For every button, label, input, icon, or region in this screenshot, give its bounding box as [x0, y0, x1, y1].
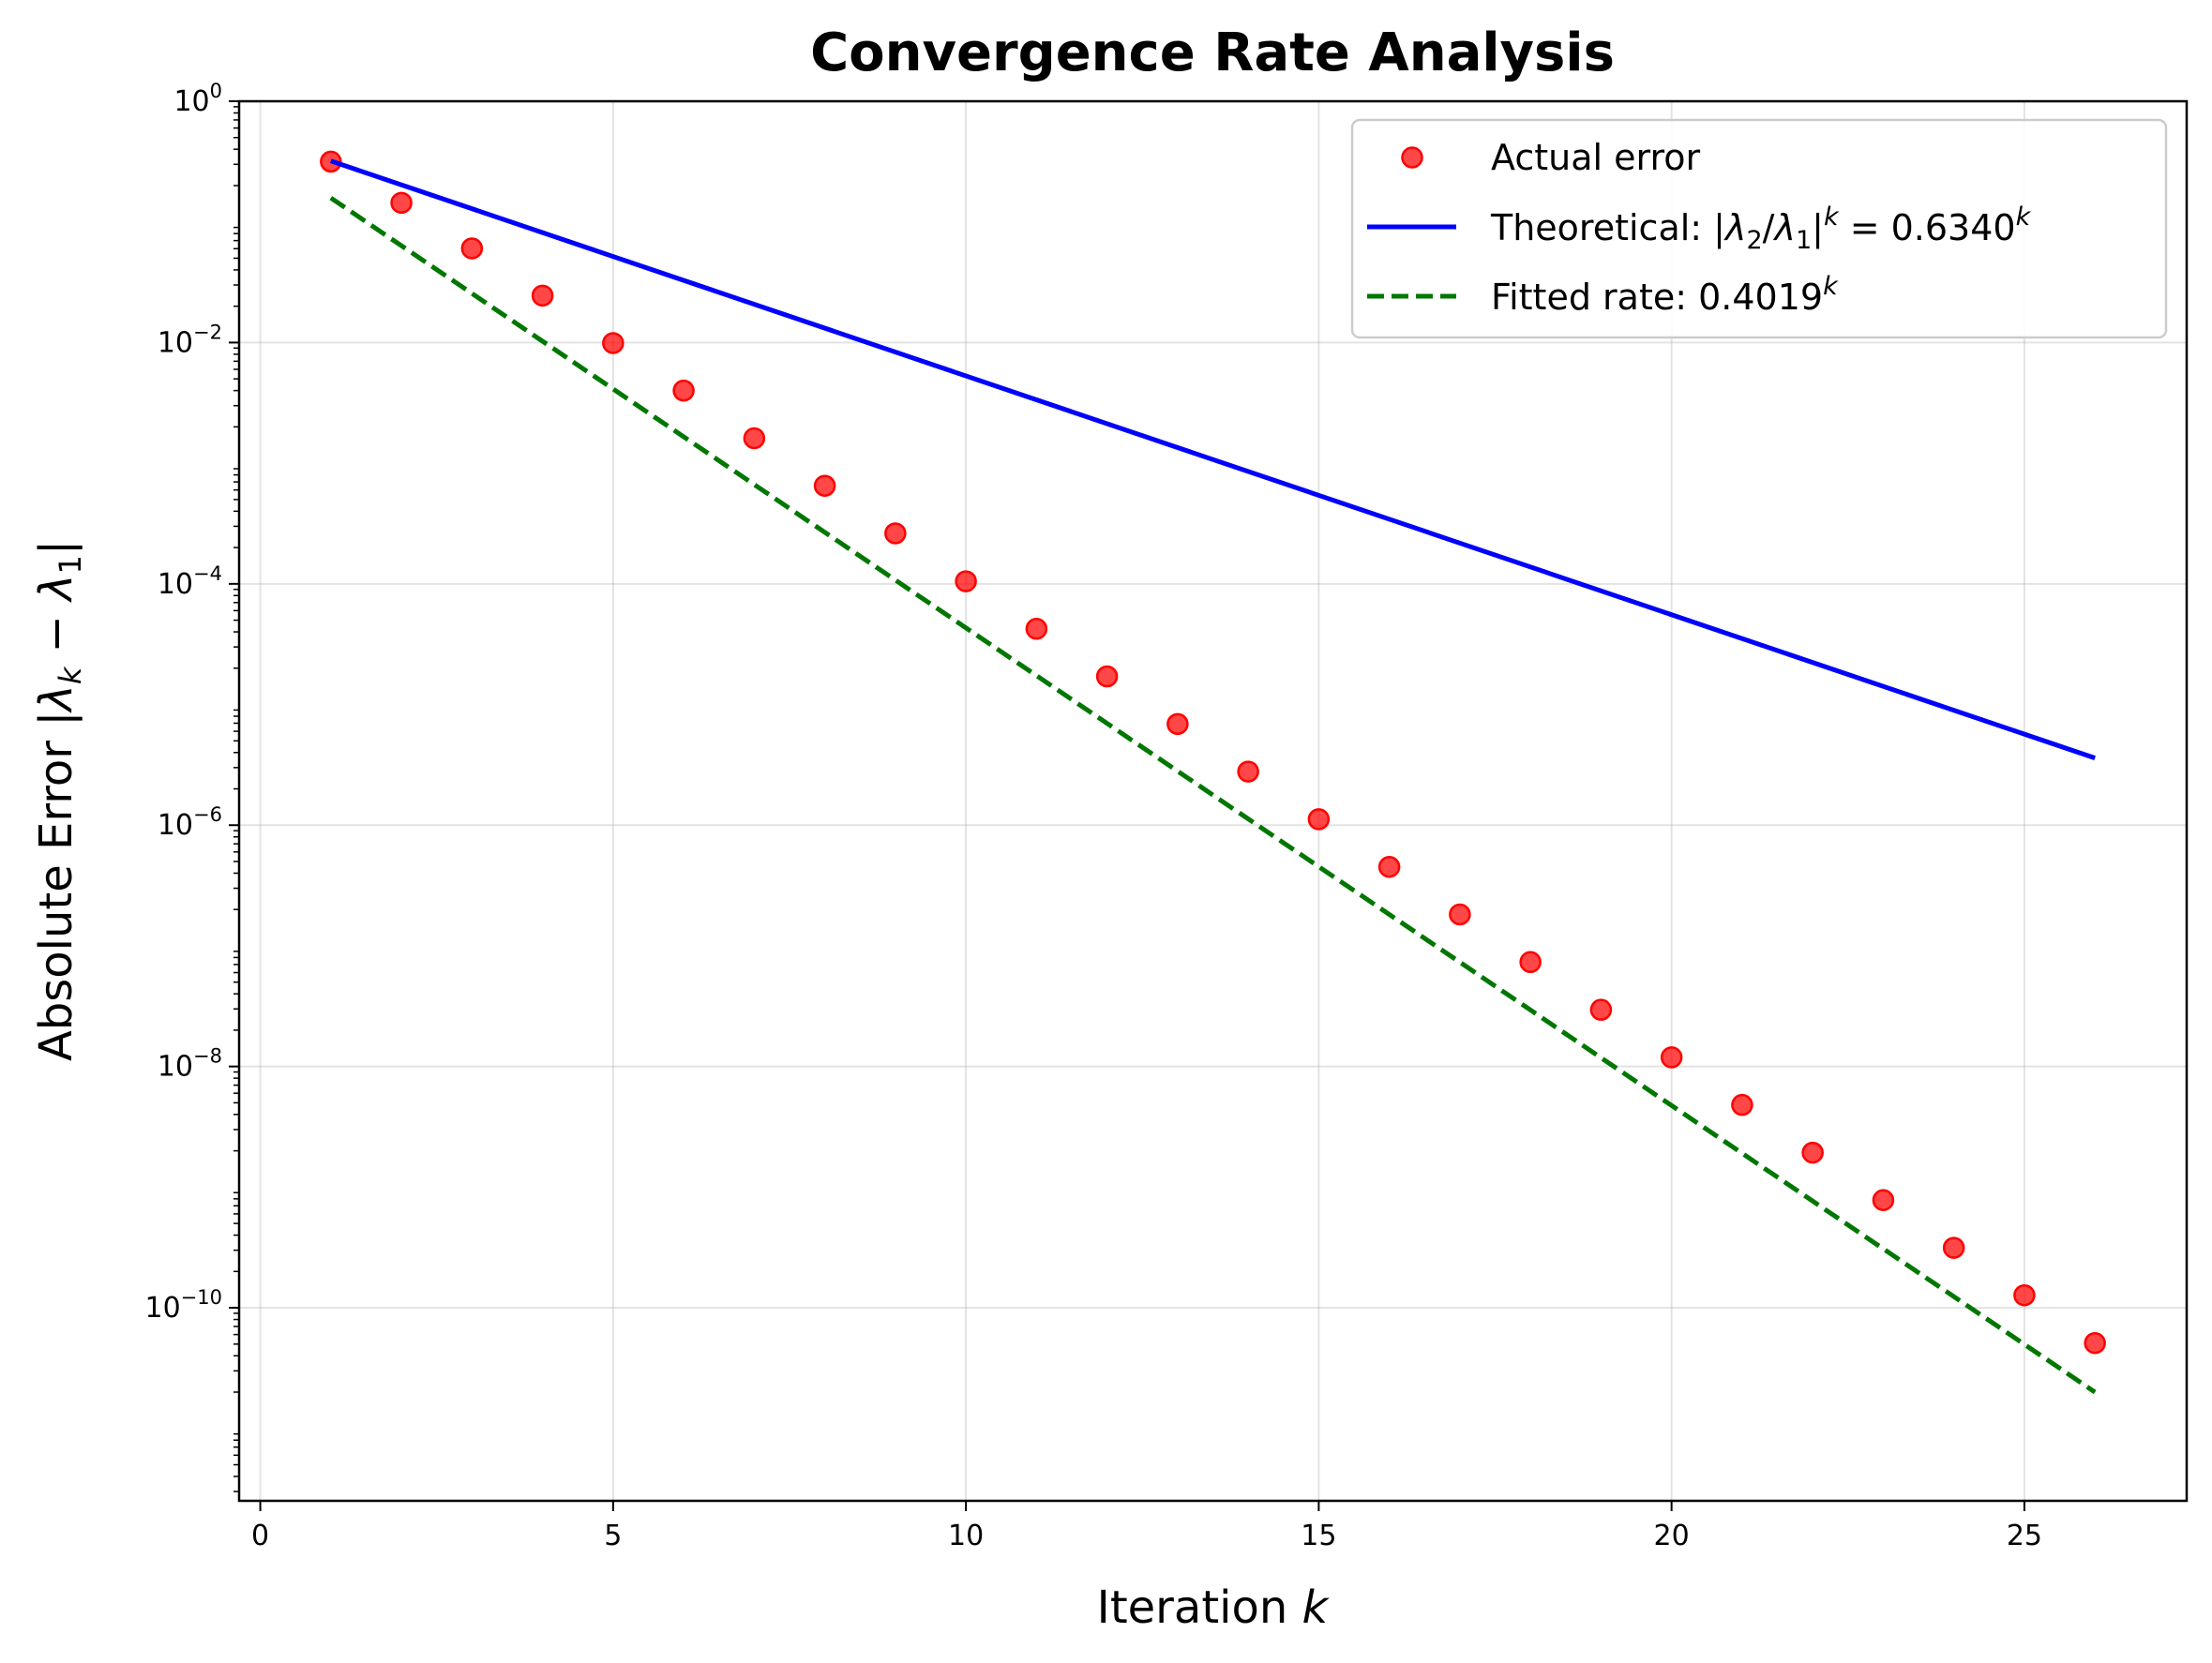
actual-error-point — [460, 237, 484, 260]
legend: Actual error Theoretical: |λ2/λ1|k = 0.6… — [1350, 118, 2168, 339]
actual-error-point — [1095, 665, 1119, 688]
x-tick-label: 5 — [604, 1520, 622, 1552]
chart-title: Convergence Rate Analysis — [810, 22, 1615, 83]
series-layer — [320, 150, 2106, 1395]
fitted-rate-line — [329, 196, 2097, 1395]
y-tick-label: 10−10 — [144, 1286, 222, 1325]
y-axis-title: Absolute Error |λk − λ1| — [30, 540, 88, 1061]
x-tick-label: 10 — [948, 1520, 984, 1552]
actual-error-point — [1237, 760, 1259, 783]
actual-error-point — [390, 191, 413, 215]
tick-layer: 0 5 10 15 20 25 100 10−2 10−4 10−6 10−8 10−10 — [144, 80, 2042, 1552]
actual-error-point — [1166, 712, 1189, 736]
actual-error-point — [813, 474, 836, 497]
x-tick-label: 0 — [251, 1520, 269, 1552]
legend-label-actual: Actual error — [1491, 137, 1700, 178]
x-tick-label: 15 — [1301, 1520, 1336, 1552]
y-tick-label: 10−8 — [158, 1045, 222, 1084]
legend-box — [1350, 118, 2168, 339]
actual-error-point — [884, 522, 907, 545]
actual-error-point — [672, 379, 695, 402]
actual-error-point — [743, 427, 766, 450]
actual-error-point — [531, 284, 554, 307]
actual-error-point — [1872, 1189, 1895, 1212]
actual-error-point — [602, 332, 624, 354]
legend-marker-actual — [1401, 146, 1423, 169]
actual-error-point — [1660, 1046, 1683, 1069]
y-tick-label: 10−2 — [158, 321, 222, 359]
legend-label-fitted: Fitted rate: 0.4019k — [1491, 272, 1839, 318]
y-tick-label: 10−4 — [158, 562, 222, 601]
actual-error-point — [1731, 1093, 1753, 1116]
x-axis-title: Iteration k — [1097, 1581, 1331, 1634]
y-tick-label: 10−6 — [158, 803, 222, 842]
x-tick-label: 20 — [1654, 1520, 1690, 1552]
actual-error-point — [955, 570, 977, 592]
actual-error-point — [1589, 998, 1613, 1021]
y-tick-label: 100 — [173, 80, 222, 118]
actual-error-point — [1449, 903, 1471, 926]
grid-layer — [239, 100, 2187, 1501]
actual-error-point — [1307, 808, 1331, 831]
x-tick-label: 25 — [2007, 1520, 2042, 1552]
actual-error-point — [1801, 1141, 1824, 1164]
actual-error-point — [1942, 1236, 1965, 1259]
plot-frame — [237, 99, 2189, 1503]
actual-error-point — [2013, 1283, 2036, 1307]
theoretical-rate-line — [330, 158, 2096, 761]
actual-error-point — [2084, 1331, 2106, 1355]
actual-error-point — [1377, 856, 1401, 878]
actual-error-point — [1519, 951, 1542, 974]
legend-label-theoretical: Theoretical: |λ2/λ1|k = 0.6340k — [1490, 202, 2032, 255]
actual-error-point — [1025, 618, 1048, 640]
